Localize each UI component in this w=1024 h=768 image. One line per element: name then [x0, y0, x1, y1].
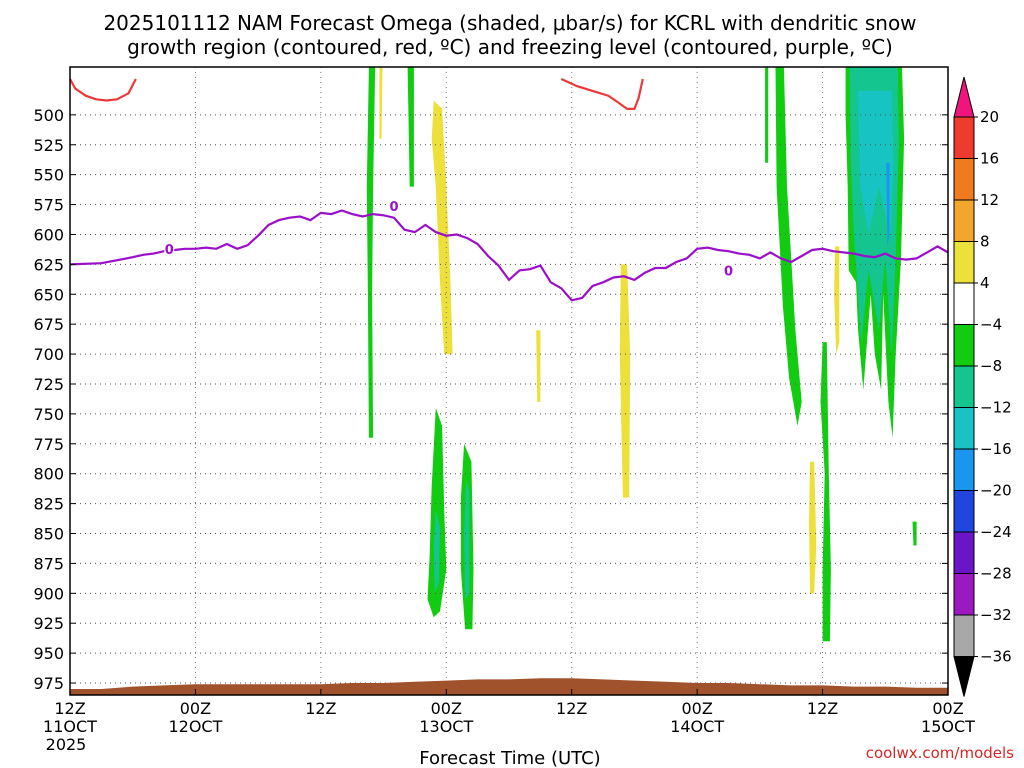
colorbar-band-1: [953, 158, 975, 201]
y-tick-label-525: 525: [33, 136, 64, 155]
colorbar-label-11: −28: [980, 565, 1012, 583]
y-tick-label-775: 775: [33, 435, 64, 454]
omega-region-3: [431, 100, 453, 355]
x-tick-year-0: 2025: [46, 735, 87, 754]
colorbar-label-3: 8: [980, 233, 990, 251]
colorbar-label-2: 12: [980, 191, 999, 209]
x-tick-date-0: 11OCT: [43, 717, 97, 736]
y-tick-label-850: 850: [33, 525, 64, 544]
colorbar-top-arrow: [953, 76, 975, 118]
colorbar-label-5: −4: [980, 316, 1002, 334]
omega-region-10: [765, 67, 769, 163]
x-axis-label: Forecast Time (UTC): [419, 748, 600, 768]
dgz-contour-1: [560, 77, 644, 110]
y-tick-label-600: 600: [33, 225, 64, 244]
y-tick-label-925: 925: [33, 614, 64, 633]
terrain-fill: [70, 678, 948, 695]
y-tick-label-950: 950: [33, 644, 64, 663]
y-tick-label-875: 875: [33, 554, 64, 573]
dgz-contour-0: [70, 78, 137, 102]
y-tick-label-800: 800: [33, 465, 64, 484]
colorbar-band-8: [953, 448, 975, 491]
x-tick-label-0: 12Z: [54, 699, 85, 718]
y-tick-label-700: 700: [33, 345, 64, 364]
freezing-label-bg-1: [389, 197, 400, 212]
colorbar-label-4: 4: [980, 274, 990, 292]
y-tick-label-825: 825: [33, 495, 64, 514]
omega-region-11: [775, 67, 802, 426]
x-tick-label-84: 00Z: [932, 699, 963, 718]
freezing-level-label-0: 0: [165, 243, 174, 258]
y-tick-label-900: 900: [33, 584, 64, 603]
y-tick-label-575: 575: [33, 196, 64, 215]
colorbar-label-13: −36: [980, 648, 1012, 666]
omega-region-1: [379, 67, 383, 139]
freezing-level-label-1: 0: [390, 200, 399, 215]
colorbar-band-4: [953, 282, 975, 325]
colorbar-label-0: 20: [980, 108, 999, 126]
omega-region-9: [619, 264, 631, 498]
colorbar-bottom-arrow: [953, 656, 975, 697]
omega-region-19: [912, 521, 917, 546]
colorbar-label-6: −8: [980, 357, 1002, 375]
x-tick-label-36: 00Z: [431, 699, 462, 718]
x-tick-label-12: 00Z: [180, 699, 211, 718]
y-tick-label-650: 650: [33, 285, 64, 304]
omega-region-13: [820, 342, 831, 642]
freezing-level-line: [70, 209, 948, 302]
colorbar-band-6: [953, 365, 975, 408]
colorbar-band-12: [953, 614, 975, 657]
y-tick-label-625: 625: [33, 255, 64, 274]
colorbar-label-10: −24: [980, 523, 1012, 541]
colorbar-band-3: [953, 241, 975, 284]
omega-region-7: [464, 479, 470, 600]
chart-title-line1: 2025101112 NAM Forecast Omega (shaded, μ…: [103, 11, 916, 35]
y-tick-label-500: 500: [33, 106, 64, 125]
omega-region-5: [433, 509, 440, 594]
y-tick-label-975: 975: [33, 674, 64, 693]
y-tick-label-725: 725: [33, 375, 64, 394]
omega-region-12: [809, 461, 817, 594]
x-tick-date-36: 13OCT: [419, 717, 473, 736]
omega-region-0: [366, 67, 376, 438]
chart-title-line2: growth region (contoured, red, ºC) and f…: [127, 35, 893, 59]
y-tick-label-750: 750: [33, 405, 64, 424]
credit-text: coolwx.com/models: [866, 744, 1014, 762]
colorbar-band-2: [953, 199, 975, 242]
x-tick-date-12: 12OCT: [168, 717, 222, 736]
colorbar-band-9: [953, 490, 975, 533]
y-tick-label-550: 550: [33, 166, 64, 185]
colorbar-band-7: [953, 407, 975, 450]
colorbar-band-0: [953, 116, 975, 159]
colorbar-label-1: 16: [980, 150, 999, 168]
freezing-level-label-2: 0: [724, 264, 733, 279]
x-tick-label-48: 12Z: [556, 699, 587, 718]
colorbar-label-12: −32: [980, 606, 1012, 624]
omega-region-8: [536, 330, 541, 402]
omega-region-14: [834, 246, 840, 355]
freezing-label-bg-2: [723, 262, 734, 277]
colorbar-label-9: −20: [980, 482, 1012, 500]
colorbar-label-7: −12: [980, 399, 1012, 417]
omega-region-17: [858, 90, 894, 235]
x-tick-label-24: 12Z: [305, 699, 336, 718]
colorbar-band-10: [953, 531, 975, 574]
x-tick-date-84: 15OCT: [921, 717, 975, 736]
x-tick-label-72: 12Z: [807, 699, 838, 718]
y-tick-label-675: 675: [33, 315, 64, 334]
colorbar-band-11: [953, 573, 975, 616]
colorbar-label-8: −16: [980, 440, 1012, 458]
freezing-label-bg-0: [164, 240, 175, 255]
omega-region-4: [427, 407, 447, 618]
omega-region-18: [886, 162, 890, 247]
omega-region-2: [407, 67, 414, 187]
x-tick-label-60: 00Z: [681, 699, 712, 718]
colorbar-band-5: [953, 324, 975, 367]
plot-frame: [69, 66, 949, 696]
x-tick-date-60: 14OCT: [670, 717, 724, 736]
